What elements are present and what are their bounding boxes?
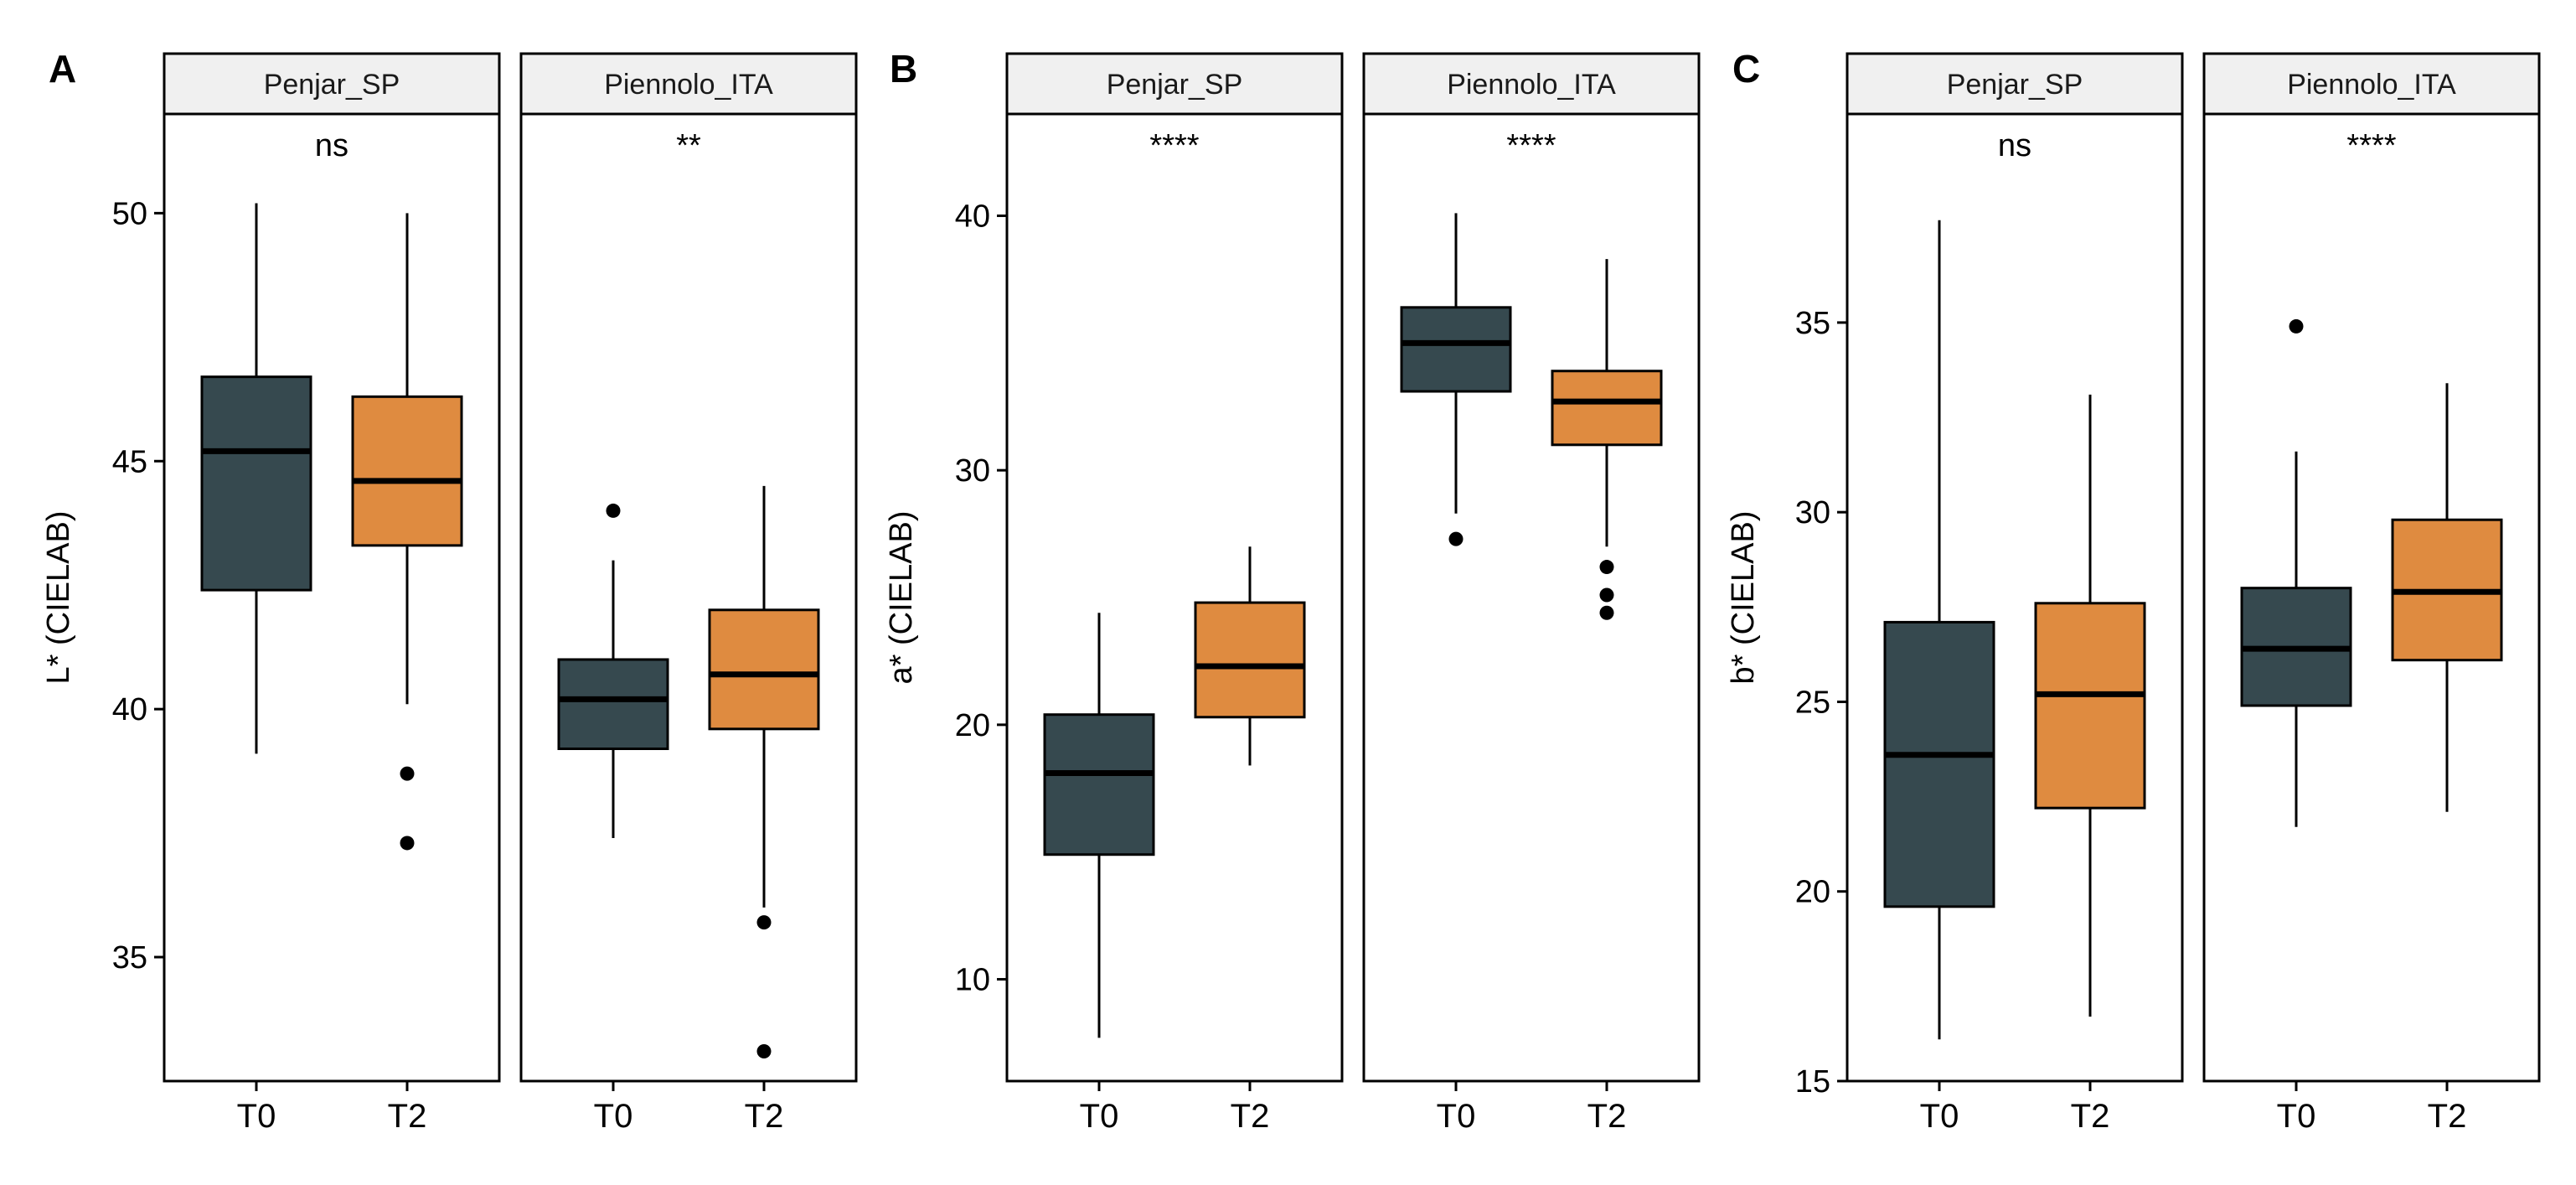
y-tick-label: 25 <box>1795 685 1830 720</box>
box-t2 <box>2391 383 2503 812</box>
x-tick-label-t0: T0 <box>1080 1098 1119 1135</box>
significance-label: ns <box>315 128 348 163</box>
facet-strip-label: Piennolo_ITA <box>2287 69 2456 101</box>
significance-label: ns <box>1998 128 2031 163</box>
facet-frame <box>1846 112 2184 1083</box>
iqr-box <box>1551 370 1663 447</box>
x-tick-label-t2: T2 <box>745 1098 784 1135</box>
iqr-box <box>1400 306 1512 393</box>
iqr-box <box>200 375 312 592</box>
outlier-point <box>756 1043 772 1058</box>
y-tick-label: 20 <box>1795 875 1830 910</box>
x-tick-label-t2: T2 <box>2428 1098 2467 1135</box>
outlier-point <box>1599 587 1614 603</box>
facet-strip-label: Penjar_SP <box>1107 69 1243 101</box>
facet-strip <box>519 52 858 116</box>
significance-label: **** <box>1149 128 1199 163</box>
box-t2 <box>2034 394 2146 1017</box>
outlier-point <box>606 503 621 518</box>
box-t0 <box>1883 220 1995 1040</box>
facet-strip <box>2202 52 2541 116</box>
box-t2 <box>1194 546 1306 766</box>
facet-piennolo-ita: Piennolo_ITA ** T0 T2 <box>519 52 858 1135</box>
facet-strip <box>163 52 501 116</box>
x-tick-label-t0: T0 <box>237 1098 276 1135</box>
box-t0 <box>1043 613 1155 1038</box>
iqr-box <box>1043 713 1155 856</box>
significance-label: **** <box>1506 128 1556 163</box>
box-t0 <box>2240 318 2352 827</box>
facet-frame <box>163 112 501 1083</box>
iqr-box <box>351 395 463 547</box>
box-t2 <box>351 213 463 851</box>
y-tick-label: 50 <box>112 196 147 231</box>
facet-strip <box>1846 52 2184 116</box>
y-axis-label: L* (CIELAB) <box>41 511 76 685</box>
facet-piennolo-ita: Piennolo_ITA **** T0 T2 <box>2202 52 2541 1135</box>
outlier-point <box>1599 560 1614 575</box>
y-tick-label: 35 <box>112 940 147 975</box>
facet-strip-label: Piennolo_ITA <box>1447 69 1616 101</box>
x-tick-label-t0: T0 <box>1920 1098 1959 1135</box>
y-tick-label: 30 <box>1795 495 1830 530</box>
x-tick-label-t2: T2 <box>388 1098 427 1135</box>
y-tick-label: 45 <box>112 444 147 479</box>
iqr-box <box>1883 620 1995 908</box>
facet-strip <box>1362 52 1701 116</box>
x-tick-label-t0: T0 <box>1437 1098 1476 1135</box>
x-tick-label-t0: T0 <box>2277 1098 2316 1135</box>
iqr-box <box>708 608 820 731</box>
outlier-point <box>756 915 772 930</box>
y-tick-label: 20 <box>955 708 990 743</box>
box-t2 <box>1551 259 1663 620</box>
y-tick-label: 15 <box>1795 1064 1830 1100</box>
outlier-point <box>400 836 415 851</box>
y-tick-label: 30 <box>955 453 990 489</box>
significance-label: ** <box>676 128 701 163</box>
box-t2 <box>708 485 820 1058</box>
panel-letter: C <box>1732 47 1760 91</box>
facet-penjar-sp: Penjar_SP **** T0 T2 <box>1005 52 1344 1135</box>
iqr-box <box>1194 601 1306 719</box>
y-tick-label: 35 <box>1795 306 1830 341</box>
facet-frame <box>519 112 858 1083</box>
y-tick-label: 40 <box>955 199 990 234</box>
y-tick-label: 40 <box>112 692 147 727</box>
outlier-point <box>1599 605 1614 620</box>
facet-frame <box>1362 112 1701 1083</box>
box-t0 <box>200 203 312 754</box>
y-tick-label: 10 <box>955 963 990 998</box>
x-tick-label-t2: T2 <box>2071 1098 2110 1135</box>
facet-strip-label: Penjar_SP <box>1947 69 2083 101</box>
panel-letter: A <box>49 47 76 91</box>
iqr-box <box>557 658 669 750</box>
outlier-point <box>1448 531 1464 546</box>
panel-letter: B <box>890 47 917 91</box>
outlier-point <box>2289 318 2304 334</box>
box-t0 <box>1400 213 1512 546</box>
x-tick-label-t0: T0 <box>594 1098 633 1135</box>
facet-piennolo-ita: Piennolo_ITA **** T0 T2 <box>1362 52 1701 1135</box>
significance-label: **** <box>2346 128 2396 163</box>
x-tick-label-t2: T2 <box>1231 1098 1270 1135</box>
facet-strip <box>1005 52 1344 116</box>
box-t0 <box>557 503 669 839</box>
facet-strip-label: Piennolo_ITA <box>604 69 773 101</box>
y-axis-label: a* (CIELAB) <box>884 511 919 685</box>
outlier-point <box>400 766 415 781</box>
facet-strip-label: Penjar_SP <box>264 69 400 101</box>
iqr-box <box>2034 602 2146 810</box>
facet-frame <box>2202 112 2541 1083</box>
y-axis-label: b* (CIELAB) <box>1726 511 1761 685</box>
facet-frame <box>1005 112 1344 1083</box>
x-tick-label-t2: T2 <box>1587 1098 1627 1135</box>
